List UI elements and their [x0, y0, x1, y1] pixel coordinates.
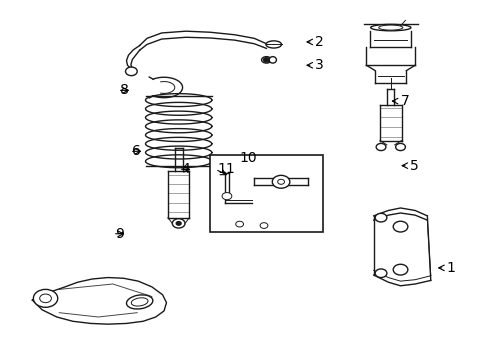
Text: 1: 1 [446, 261, 455, 275]
Text: 9: 9 [115, 227, 124, 241]
Ellipse shape [370, 24, 410, 31]
Circle shape [172, 219, 184, 228]
Ellipse shape [131, 298, 148, 306]
Circle shape [395, 143, 405, 150]
Circle shape [374, 269, 386, 278]
Ellipse shape [268, 57, 276, 63]
Circle shape [392, 264, 407, 275]
Ellipse shape [126, 295, 153, 309]
Circle shape [263, 58, 269, 62]
Ellipse shape [265, 41, 281, 48]
Text: 8: 8 [120, 84, 129, 97]
Text: 6: 6 [132, 144, 141, 158]
Circle shape [272, 175, 289, 188]
Text: 10: 10 [239, 152, 257, 166]
Text: 3: 3 [315, 58, 323, 72]
Circle shape [33, 289, 58, 307]
Circle shape [40, 294, 51, 303]
Ellipse shape [378, 25, 402, 30]
Ellipse shape [261, 57, 271, 63]
Circle shape [374, 213, 386, 222]
Circle shape [277, 179, 284, 184]
Circle shape [260, 223, 267, 228]
Circle shape [235, 221, 243, 227]
Circle shape [392, 221, 407, 232]
Circle shape [222, 193, 231, 200]
Text: 5: 5 [409, 159, 418, 173]
Text: 11: 11 [217, 162, 235, 176]
Circle shape [125, 67, 137, 76]
Circle shape [375, 143, 385, 150]
Circle shape [176, 222, 181, 225]
Text: 2: 2 [315, 35, 323, 49]
Bar [210, 155, 322, 232]
Text: 4: 4 [181, 162, 189, 176]
Text: 7: 7 [400, 94, 408, 108]
